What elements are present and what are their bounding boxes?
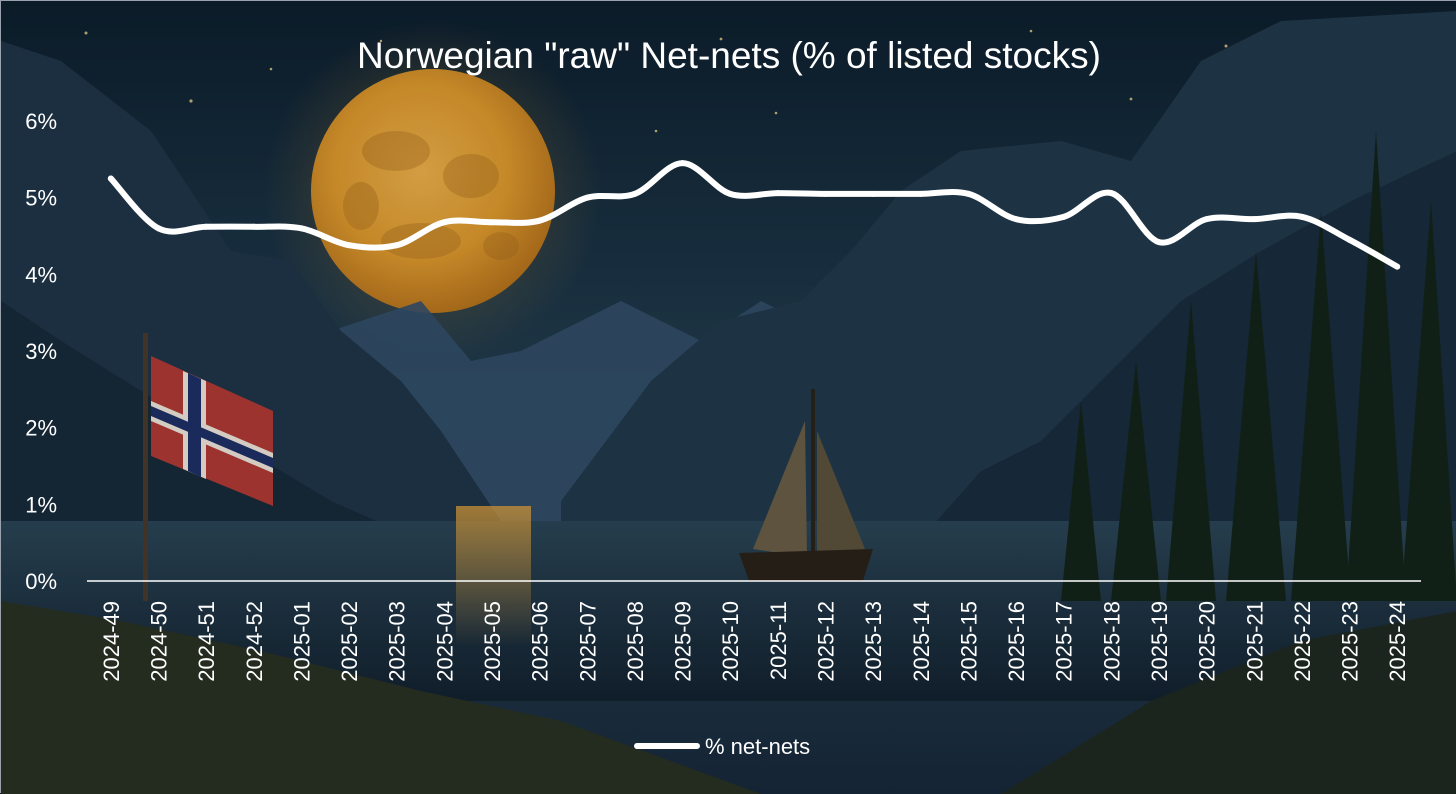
y-tick-label: 6% — [25, 109, 57, 134]
x-tick-label: 2025-01 — [289, 601, 314, 682]
data-point — [250, 223, 257, 230]
data-point — [1203, 216, 1210, 223]
x-tick-label: 2025-08 — [623, 601, 648, 682]
series-line — [107, 160, 1401, 270]
data-point — [298, 225, 305, 232]
y-axis-ticks: 0% 1% 2% 3% 4% 5% 6% — [25, 109, 57, 594]
moon-craters — [343, 131, 519, 260]
data-point — [393, 242, 400, 249]
y-tick-label: 0% — [25, 569, 57, 594]
x-axis-ticks: 2024-49 2024-50 2024-51 2024-52 2025-01 2025-… — [99, 601, 1410, 682]
x-tick-label: 2025-20 — [1195, 601, 1220, 682]
x-tick-label: 2025-16 — [1004, 601, 1029, 682]
x-tick-label: 2025-13 — [861, 601, 886, 682]
data-point — [1298, 213, 1305, 220]
shore-right — [1001, 611, 1456, 794]
data-point — [488, 219, 495, 226]
data-point — [536, 217, 543, 224]
data-point — [1155, 239, 1162, 246]
x-tick-label: 2025-10 — [718, 601, 743, 682]
x-tick-label: 2025-22 — [1290, 601, 1315, 682]
data-point — [1251, 216, 1258, 223]
norwegian-flag — [143, 333, 273, 601]
moon — [311, 69, 555, 313]
legend-label: % net-nets — [705, 734, 810, 759]
x-tick-label: 2024-49 — [99, 601, 124, 682]
y-tick-label: 1% — [25, 492, 57, 517]
x-tick-label: 2025-05 — [480, 601, 505, 682]
x-tick-label: 2025-15 — [956, 601, 981, 682]
data-point — [1108, 190, 1115, 197]
series-layer — [107, 160, 1401, 270]
x-tick-label: 2024-50 — [146, 601, 171, 682]
x-tick-label: 2025-19 — [1147, 601, 1172, 682]
chart-title: Norwegian "raw" Net-nets (% of listed st… — [357, 35, 1101, 76]
y-tick-label: 4% — [25, 262, 57, 287]
x-tick-label: 2024-51 — [194, 601, 219, 682]
x-tick-label: 2024-52 — [242, 601, 267, 682]
x-tick-label: 2025-11 — [766, 601, 791, 680]
x-tick-label: 2025-02 — [337, 601, 362, 682]
y-tick-label: 5% — [25, 186, 57, 211]
data-point — [1013, 216, 1020, 223]
x-tick-label: 2025-14 — [909, 601, 934, 682]
y-tick-label: 2% — [25, 416, 57, 441]
x-tick-label: 2025-07 — [575, 601, 600, 682]
data-point — [1060, 213, 1067, 220]
data-point — [203, 223, 210, 230]
data-point — [631, 190, 638, 197]
shore-left — [1, 601, 761, 794]
data-point — [155, 225, 162, 232]
data-point — [917, 190, 924, 197]
data-point — [679, 160, 686, 167]
x-tick-label: 2025-17 — [1052, 601, 1077, 682]
legend: % net-nets — [634, 734, 810, 759]
series-points — [107, 160, 1401, 270]
data-point — [965, 190, 972, 197]
data-point — [346, 242, 353, 249]
sailboat — [739, 389, 873, 581]
data-point — [870, 190, 877, 197]
data-point — [822, 190, 829, 197]
x-tick-label: 2025-24 — [1385, 601, 1410, 682]
x-tick-label: 2025-12 — [813, 601, 838, 682]
x-tick-label: 2025-04 — [432, 601, 457, 682]
data-point — [1394, 263, 1401, 270]
x-tick-label: 2025-21 — [1242, 601, 1267, 682]
x-tick-label: 2025-23 — [1338, 601, 1363, 682]
x-tick-label: 2025-06 — [528, 601, 553, 682]
data-point — [1346, 236, 1353, 243]
data-point — [441, 219, 448, 226]
x-tick-label: 2025-03 — [385, 601, 410, 682]
y-tick-label: 3% — [25, 339, 57, 364]
x-tick-label: 2025-09 — [671, 601, 696, 682]
data-point — [107, 175, 114, 182]
data-point — [727, 190, 734, 197]
pine-trees — [1061, 131, 1456, 601]
moon-reflection — [456, 506, 531, 646]
x-tick-label: 2025-18 — [1099, 601, 1124, 682]
data-point — [584, 194, 591, 201]
data-point — [774, 190, 781, 197]
